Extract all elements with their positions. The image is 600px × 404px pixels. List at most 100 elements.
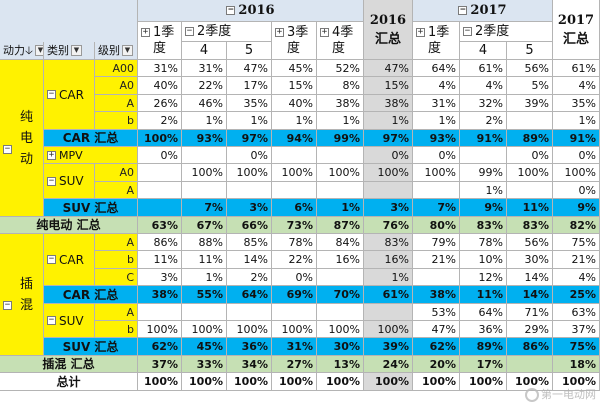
value-text: 45%: [288, 61, 313, 75]
value-cell: [182, 304, 227, 321]
value-cell: 100%: [272, 164, 317, 182]
value-text: 100%: [469, 375, 503, 388]
value-text: 99%: [333, 131, 360, 145]
value-text: 15%: [288, 79, 313, 92]
value-text: 93%: [429, 131, 456, 145]
value-cell: 86%: [138, 234, 182, 251]
phev-suv-category-toggle-icon[interactable]: −: [47, 315, 56, 325]
value-cell: 31%: [413, 95, 460, 112]
value-cell: 86%: [507, 338, 553, 356]
q1-2017-header-toggle-icon[interactable]: +: [416, 27, 425, 37]
value-text: 2%: [250, 270, 268, 284]
value-cell: 1%: [317, 112, 364, 130]
value-text: 8%: [342, 79, 360, 92]
ev-group-collapse-icon[interactable]: −: [3, 144, 12, 154]
total-2017-label: 汇总: [562, 31, 589, 47]
level-filter-button[interactable]: ▼: [122, 45, 133, 56]
value-cell: 15%: [272, 77, 317, 95]
value-text: 100%: [146, 322, 178, 336]
value-cell: 22%: [182, 77, 227, 95]
value-text: 64%: [431, 61, 456, 75]
value-cell: 47%: [364, 60, 413, 77]
grand-total-label: 总计: [56, 374, 81, 389]
category-filter-button[interactable]: ▼: [71, 45, 82, 56]
value-cell: 1%: [460, 182, 507, 199]
collapse-2017-icon[interactable]: −: [458, 5, 468, 15]
value-cell: 53%: [413, 304, 460, 321]
value-text: 0%: [531, 148, 549, 162]
value-text: 1%: [205, 114, 223, 127]
value-cell: 7%: [413, 199, 460, 217]
ev-mpv-toggle-icon[interactable]: +: [47, 149, 56, 160]
value-cell: 26%: [138, 95, 182, 112]
ev-suv-category-toggle-icon[interactable]: −: [47, 175, 56, 186]
value-cell: 37%: [553, 321, 600, 338]
q2-2017-toggle-icon[interactable]: −: [463, 26, 472, 36]
year-2017-label: 2017: [470, 3, 507, 18]
q2-2016-toggle-icon[interactable]: −: [185, 26, 194, 36]
value-text: 70%: [333, 288, 360, 301]
value-cell: 40%: [138, 77, 182, 95]
m4-2016-header: 4: [182, 42, 227, 60]
ev-car-category-toggle-icon[interactable]: −: [47, 89, 56, 99]
ev-group: − 纯电动: [0, 60, 44, 217]
q1-2016-header-toggle-icon[interactable]: +: [141, 27, 150, 37]
collapse-2016-icon[interactable]: −: [226, 5, 236, 15]
phev-car-category-toggle-icon[interactable]: −: [47, 254, 56, 264]
value-cell: [138, 199, 182, 217]
ph-car-total-label: CAR 汇总: [62, 287, 119, 302]
value-cell: 93%: [413, 130, 460, 147]
q1-2017-header-label: 1季: [428, 25, 450, 40]
q2-2016-header: −2季度: [182, 22, 272, 42]
value-text: 87%: [333, 218, 360, 232]
value-cell: 21%: [553, 251, 600, 269]
q3-2016-header-toggle-icon[interactable]: +: [275, 27, 284, 37]
level-cell: A: [95, 304, 138, 321]
value-text: 1%: [250, 114, 268, 127]
value-text: 66%: [241, 218, 268, 232]
value-text: 64%: [478, 305, 503, 319]
q3-2016-header-label2: 度: [287, 41, 301, 56]
value-cell: 30%: [317, 338, 364, 356]
value-cell: 1%: [272, 112, 317, 130]
grand-total-label-cell: 总计: [0, 373, 138, 391]
value-text: 4%: [485, 79, 503, 92]
value-text: 1%: [342, 114, 360, 127]
phev-group-char-0: 插: [19, 276, 33, 292]
value-cell: 34%: [227, 356, 272, 373]
value-text: 78%: [288, 235, 313, 249]
q1-2017-header-line1: +1季: [416, 26, 449, 39]
phev-group-collapse-icon[interactable]: −: [3, 300, 12, 310]
total-2016-year: 2016: [369, 12, 407, 28]
q4-2016-header-toggle-icon[interactable]: +: [320, 27, 329, 37]
value-cell: 33%: [182, 356, 227, 373]
value-cell: 100%: [227, 164, 272, 182]
value-text: 91%: [476, 131, 503, 145]
value-cell: 100%: [553, 164, 600, 182]
value-text: 4%: [438, 79, 456, 92]
value-cell: 6%: [272, 199, 317, 217]
value-cell: 17%: [460, 356, 507, 373]
value-text: 89%: [522, 131, 549, 145]
value-text: 1%: [391, 270, 409, 284]
ev-suv-category: − SUV: [44, 164, 95, 199]
value-text: 82%: [569, 218, 596, 232]
value-text: 21%: [571, 253, 596, 266]
value-cell: 3%: [364, 199, 413, 217]
power-filter-button[interactable]: ▼: [34, 45, 43, 56]
value-cell: 61%: [460, 60, 507, 77]
value-cell: 12%: [460, 269, 507, 286]
value-cell: 100%: [364, 373, 413, 391]
ev-mpv-category: + MPV: [44, 147, 138, 164]
value-cell: 14%: [227, 251, 272, 269]
value-text: 38%: [384, 96, 409, 110]
level-cell: A0: [95, 164, 138, 182]
value-text: 93%: [196, 131, 223, 145]
value-cell: 62%: [138, 338, 182, 356]
value-cell: 76%: [364, 217, 413, 234]
value-text: 18%: [569, 357, 596, 371]
value-cell: [272, 304, 317, 321]
value-text: 100%: [377, 166, 409, 179]
phev-group: − 插混: [0, 234, 44, 356]
